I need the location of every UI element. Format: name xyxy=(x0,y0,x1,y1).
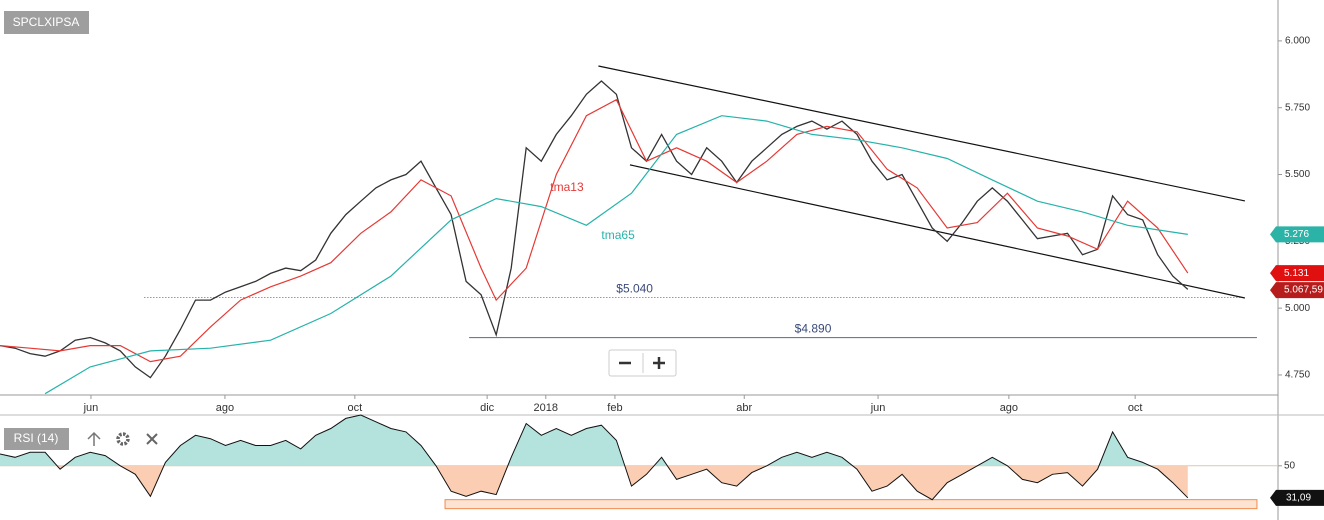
zoom-in[interactable] xyxy=(644,351,675,375)
zoom-out[interactable] xyxy=(610,351,642,375)
rsi-tag-label: 31,09 xyxy=(1286,492,1311,503)
rsi-fill-below xyxy=(57,466,1188,500)
y-tick-label: 6.000 xyxy=(1285,36,1310,47)
x-tick-label: dic xyxy=(480,402,495,414)
level-label: $4.890 xyxy=(795,322,832,336)
x-tick-label: ago xyxy=(1000,402,1018,414)
series-line xyxy=(0,414,1189,501)
price-tag xyxy=(1270,282,1324,299)
rsi-tag xyxy=(1270,489,1324,506)
rsi-badge-bg xyxy=(4,428,69,450)
x-tick-label: 2018 xyxy=(534,402,558,414)
settings-button[interactable] xyxy=(116,432,130,446)
rsi-header: RSI (14) xyxy=(4,428,158,450)
trend-line xyxy=(629,164,1246,299)
zoom-controls xyxy=(608,349,677,377)
gear-hole xyxy=(121,437,125,441)
y-tick-label: 5.500 xyxy=(1285,169,1310,180)
price-tag-label: 5.276 xyxy=(1284,229,1309,240)
price-tag-label: 5.067,59 xyxy=(1284,285,1323,296)
x-tick-label: oct xyxy=(1128,402,1143,414)
rsi-title: RSI (14) xyxy=(14,431,59,445)
y-tick-label: 5.000 xyxy=(1285,303,1310,314)
arrow-icon[interactable] xyxy=(87,431,101,446)
close-button[interactable] xyxy=(146,433,158,445)
series-line xyxy=(0,80,1189,379)
x-tick-label: abr xyxy=(736,402,752,414)
x-tick-label: jun xyxy=(870,402,886,414)
level-label: $5.040 xyxy=(616,282,653,296)
symbol: SPCLXIPSA xyxy=(13,15,80,29)
rsi-panel: 50 31,09 xyxy=(0,414,1324,510)
y-tick-label: 5.750 xyxy=(1285,102,1310,113)
price-tag xyxy=(1270,226,1324,243)
price-tag-label: 5.131 xyxy=(1284,268,1309,279)
x-tick-label: ago xyxy=(216,402,234,414)
x-tick-label: feb xyxy=(607,402,622,414)
price-tag xyxy=(1270,265,1324,282)
series-line xyxy=(0,98,1189,363)
gear-teeth[interactable] xyxy=(116,432,130,446)
x-tick-label: oct xyxy=(347,402,362,414)
series-label: tma65 xyxy=(601,228,635,242)
badge-bg xyxy=(4,11,89,34)
main-panel: 6.0005.7505.5005.2505.0004.750junagooctd… xyxy=(0,36,1324,414)
x-tick-label: jun xyxy=(83,402,99,414)
trend-line xyxy=(598,65,1246,202)
y-tick-label: 50 xyxy=(1284,460,1296,471)
symbol-badge: SPCLXIPSA xyxy=(4,11,89,34)
rsi-fill-above xyxy=(0,415,1188,466)
move-up-button[interactable] xyxy=(87,431,101,446)
series-label: tma13 xyxy=(550,180,584,194)
y-tick-label: 4.750 xyxy=(1285,370,1310,381)
rsi-band xyxy=(444,499,1258,510)
close-icon[interactable] xyxy=(146,433,158,445)
series-line xyxy=(44,115,1188,395)
